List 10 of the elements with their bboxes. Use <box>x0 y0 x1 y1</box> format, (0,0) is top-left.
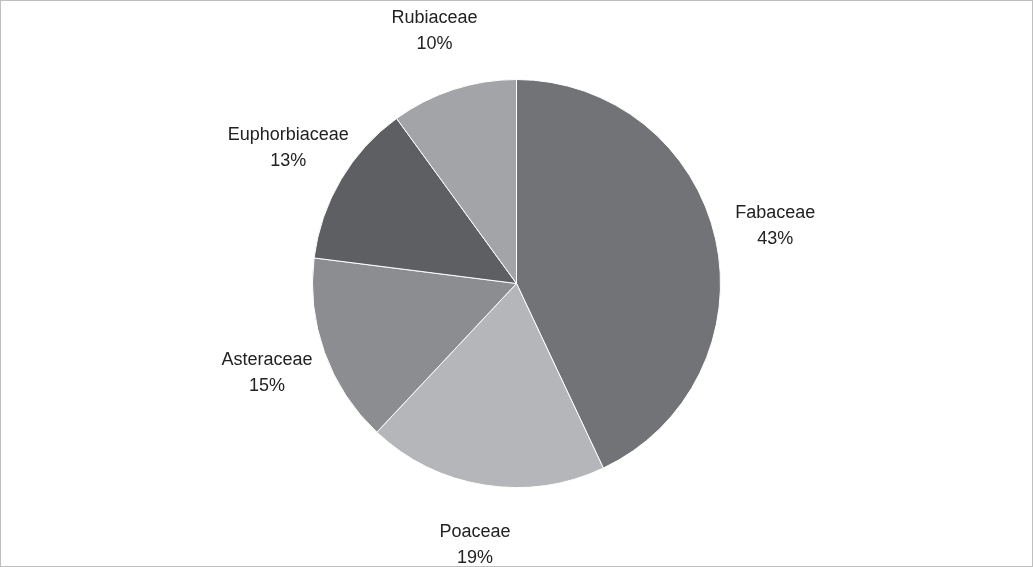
slice-label: Asteraceae <box>221 349 313 370</box>
slice-label: Poaceae <box>439 521 511 542</box>
data-label: 15% <box>248 375 285 396</box>
data-label: 43% <box>757 227 794 248</box>
slice-label: Euphorbiaceae <box>227 124 349 145</box>
data-label: 19% <box>457 547 494 567</box>
data-label: 10% <box>416 33 453 54</box>
data-label: 13% <box>270 150 307 171</box>
slice-label: Fabaceae <box>735 201 816 222</box>
slice-label: Rubiaceae <box>391 7 478 28</box>
